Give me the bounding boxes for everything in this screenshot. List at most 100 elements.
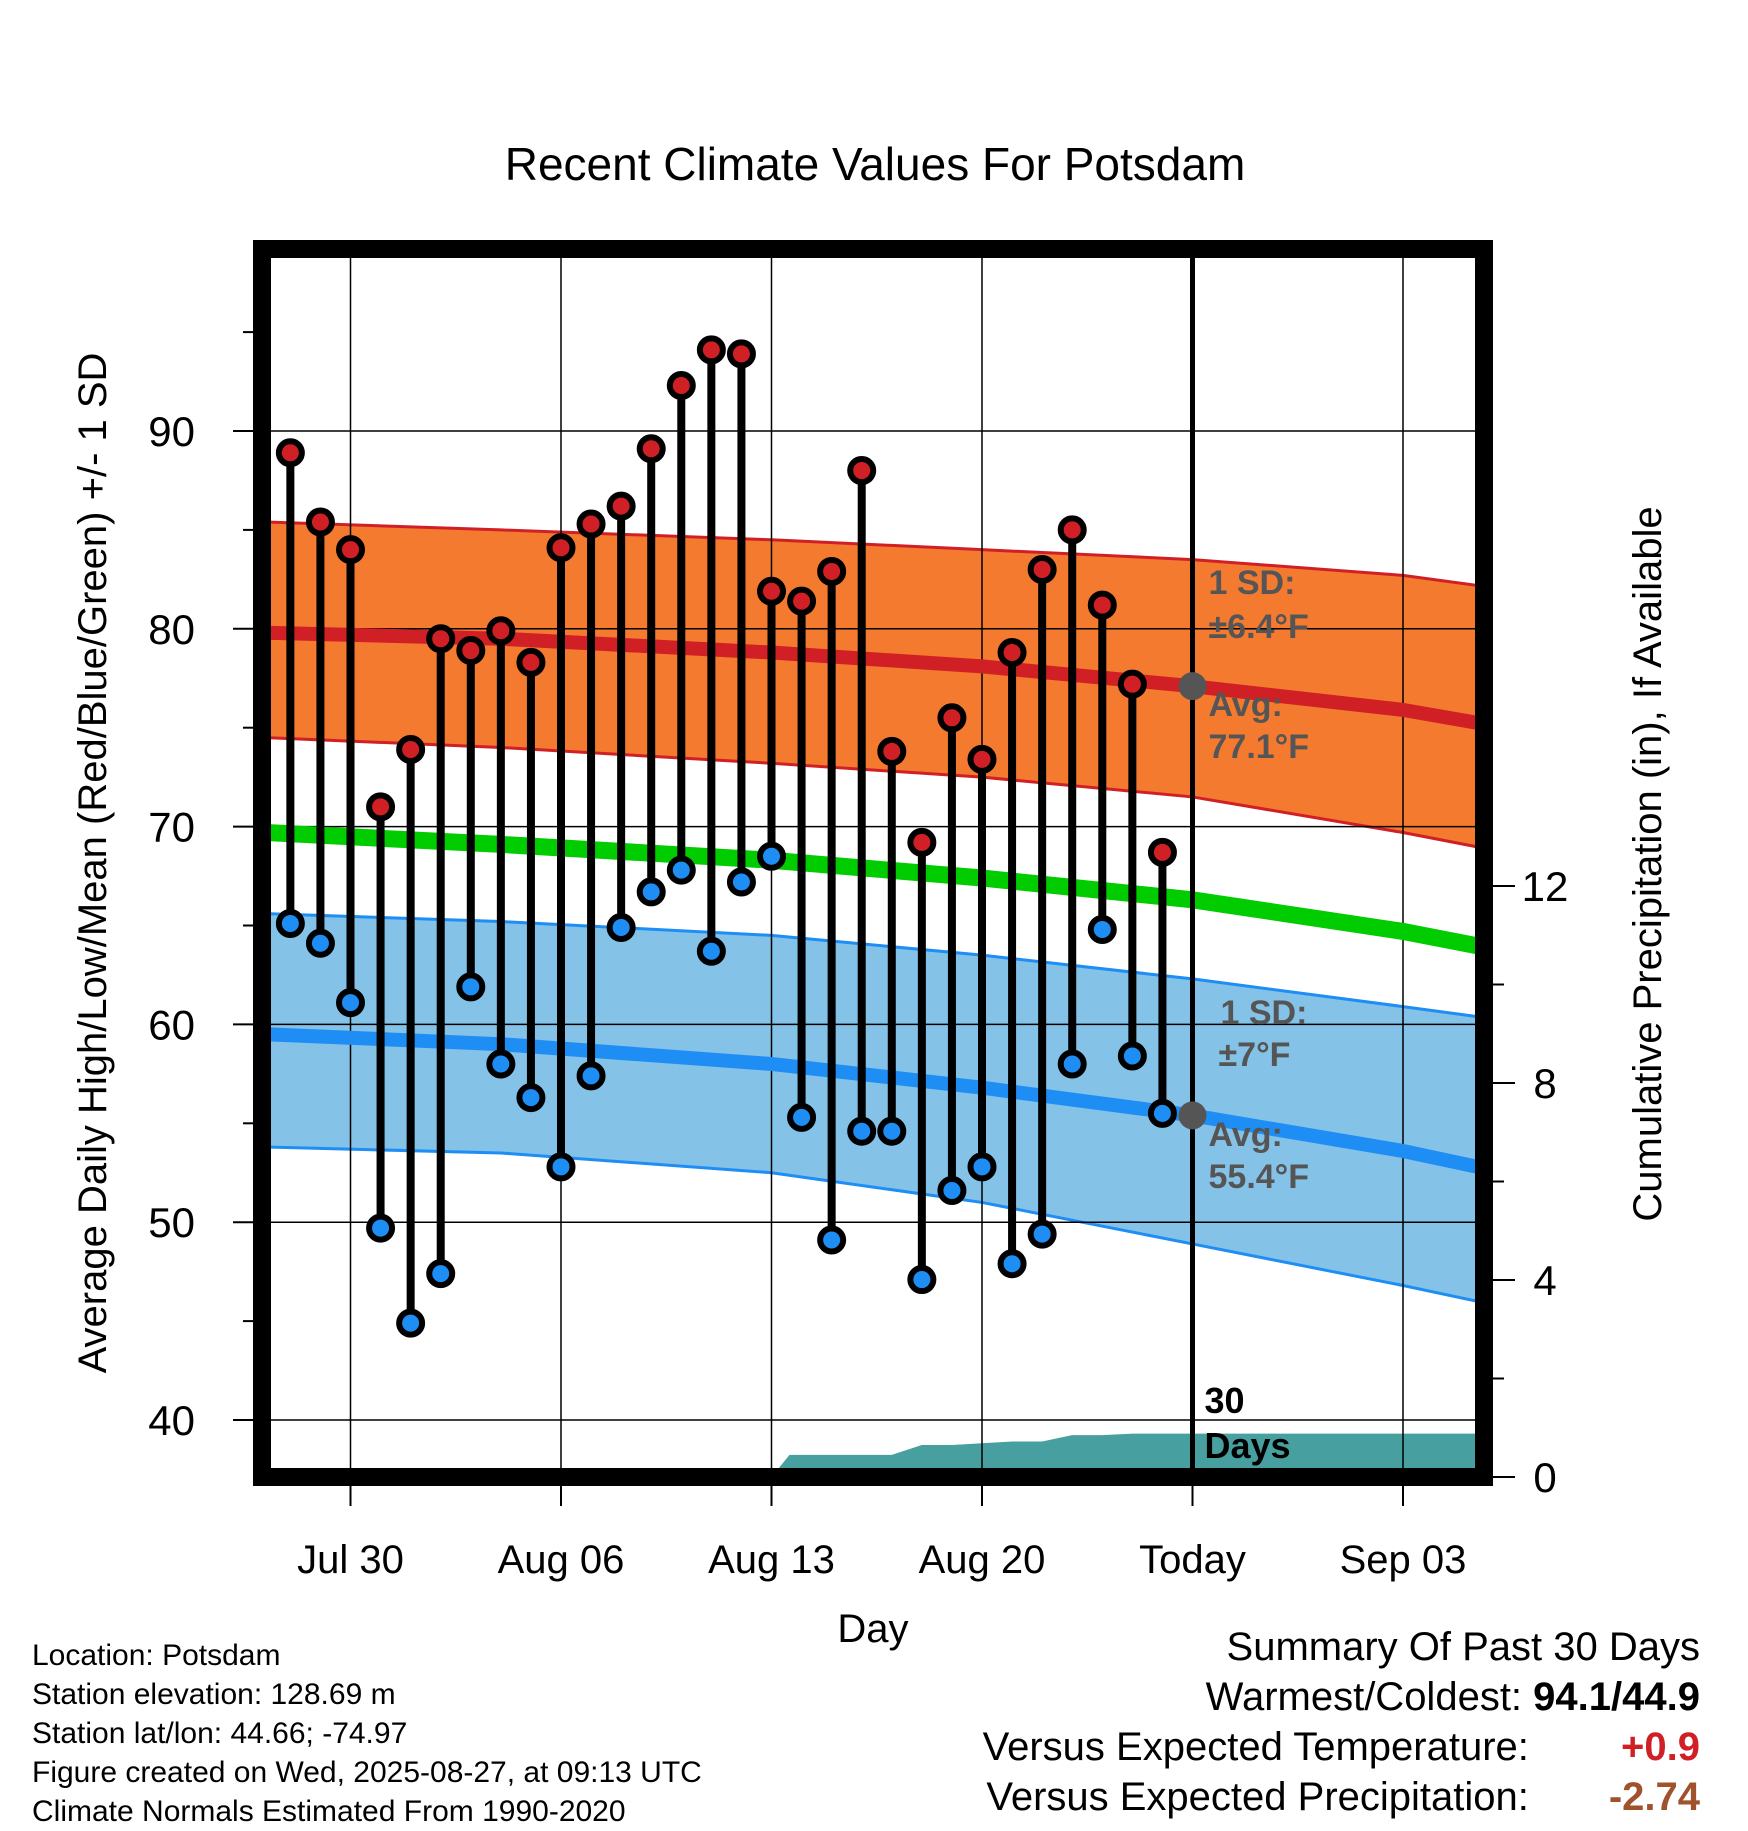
- x-tick-label-sep-03: Sep 03: [1340, 1538, 1467, 1582]
- high-avg-label: Avg:: [1209, 686, 1283, 724]
- daily-high-point: [997, 638, 1027, 668]
- daily-observations: [275, 335, 1177, 1338]
- y-tick-label-80: 80: [148, 606, 195, 653]
- daily-low-point: [1147, 1098, 1177, 1128]
- daily-high-point: [606, 491, 636, 521]
- daily-low-point: [847, 1116, 877, 1146]
- y-tick-label-50: 50: [148, 1199, 195, 1246]
- low-avg-label: Avg:: [1209, 1116, 1283, 1154]
- daily-high-point: [1117, 669, 1147, 699]
- precip-area: [771, 1433, 1484, 1477]
- daily-low-point: [967, 1152, 997, 1182]
- daily-high-point: [817, 556, 847, 586]
- y-tick-label-90: 90: [148, 408, 195, 455]
- days-label-line2: Days: [1205, 1425, 1291, 1466]
- daily-low-point: [997, 1249, 1027, 1279]
- daily-high-point: [366, 792, 396, 822]
- high-sd-label: 1 SD:: [1209, 564, 1296, 602]
- daily-low-point: [636, 877, 666, 907]
- daily-low-point: [817, 1225, 847, 1255]
- y-right-tick-label-0: 0: [1533, 1454, 1556, 1501]
- summary-warm-cold: Warmest/Coldest: 94.1/44.9: [983, 1672, 1700, 1722]
- daily-low-point: [877, 1116, 907, 1146]
- warm-cold-value: 94.1/44.9: [1533, 1675, 1700, 1719]
- daily-low-point: [486, 1049, 516, 1079]
- daily-high-point: [336, 535, 365, 565]
- daily-low-point: [606, 912, 636, 942]
- daily-low-point: [456, 972, 486, 1002]
- daily-low-point: [757, 841, 786, 871]
- days-label-line1: 30: [1205, 1380, 1245, 1421]
- daily-high-point: [486, 616, 516, 646]
- summary-title: Summary Of Past 30 Days: [1226, 1625, 1700, 1669]
- daily-high-point: [907, 827, 937, 857]
- daily-low-point: [907, 1265, 937, 1295]
- daily-high-point: [696, 335, 726, 365]
- daily-low-point: [336, 988, 365, 1018]
- daily-high-point: [636, 434, 666, 464]
- daily-low-point: [275, 909, 305, 939]
- precip-area-group: [771, 1433, 1484, 1477]
- y-right-tick-label-12: 12: [1522, 863, 1569, 910]
- summary-precip: Versus Expected Precipitation: -2.74: [983, 1772, 1700, 1822]
- axes: 40 50 60 70 80 90 0 4 8 12 Jul 30 Aug 06 Aug 13 Aug 2…: [148, 331, 1569, 1582]
- precip-label: Versus Expected Precipitation:: [986, 1775, 1529, 1819]
- y-right-tick-label-8: 8: [1533, 1060, 1556, 1107]
- daily-low-point: [1117, 1041, 1147, 1071]
- low-sd-label: 1 SD:: [1221, 994, 1308, 1032]
- daily-high-point: [516, 647, 546, 677]
- daily-high-point: [456, 636, 486, 666]
- normals-text: Climate Normals Estimated From 1990-2020: [32, 1795, 626, 1828]
- summary-panel: Summary Of Past 30 Days Warmest/Coldest:…: [983, 1622, 1700, 1822]
- daily-high-point: [666, 371, 696, 401]
- daily-high-point: [757, 576, 786, 606]
- daily-high-point: [396, 734, 426, 764]
- y-right-tick-label-4: 4: [1533, 1257, 1556, 1304]
- y-tick-label-70: 70: [148, 804, 195, 851]
- x-axis-label: Day: [837, 1607, 908, 1651]
- daily-low-point: [937, 1176, 967, 1206]
- today-avg-low-marker: [1178, 1101, 1207, 1130]
- daily-low-point: [305, 928, 335, 958]
- high-avg-value: 77.1°F: [1209, 728, 1310, 766]
- low-avg-value: 55.4°F: [1209, 1158, 1310, 1196]
- y-tick-label-40: 40: [148, 1397, 195, 1444]
- y-axis-label-left: Average Daily High/Low/Mean (Red/Blue/Gr…: [71, 353, 115, 1374]
- daily-high-point: [1057, 515, 1087, 545]
- daily-low-point: [1057, 1049, 1087, 1079]
- daily-low-point: [366, 1213, 396, 1243]
- daily-low-point: [696, 936, 726, 966]
- today-marker-group: [1178, 249, 1207, 1477]
- summary-temp: Versus Expected Temperature: +0.9: [983, 1722, 1700, 1772]
- daily-high-point: [546, 533, 576, 563]
- chart-title: Recent Climate Values For Potsdam: [505, 138, 1246, 190]
- temp-label: Versus Expected Temperature:: [982, 1725, 1529, 1769]
- daily-low-point: [666, 855, 696, 885]
- daily-low-point: [546, 1152, 576, 1182]
- daily-low-point: [726, 867, 756, 897]
- daily-low-point: [576, 1061, 606, 1091]
- daily-low-point: [426, 1259, 456, 1289]
- warm-cold-label: Warmest/Coldest:: [1205, 1675, 1523, 1719]
- daily-high-point: [937, 703, 967, 733]
- daily-low-point: [787, 1102, 817, 1132]
- elevation-text: Station elevation: 128.69 m: [32, 1678, 396, 1711]
- daily-high-point: [726, 339, 756, 369]
- daily-low-point: [516, 1083, 546, 1113]
- low-sd-band: [266, 913, 1484, 1303]
- daily-high-point: [1027, 554, 1057, 584]
- high-sd-band: [266, 521, 1484, 849]
- daily-high-point: [1147, 837, 1177, 867]
- low-sd-value: ±7°F: [1219, 1036, 1291, 1074]
- daily-high-point: [1087, 590, 1117, 620]
- daily-high-point: [275, 438, 305, 468]
- daily-low-point: [396, 1308, 426, 1338]
- plot-frame: [253, 240, 1493, 1486]
- x-tick-label-today: Today: [1139, 1538, 1246, 1582]
- daily-low-point: [1027, 1219, 1057, 1249]
- station-info: Location: Potsdam Station elevation: 128…: [32, 1636, 702, 1831]
- high-sd-value: ±6.4°F: [1209, 608, 1309, 646]
- daily-high-point: [576, 509, 606, 539]
- temp-value: +0.9: [1621, 1725, 1700, 1769]
